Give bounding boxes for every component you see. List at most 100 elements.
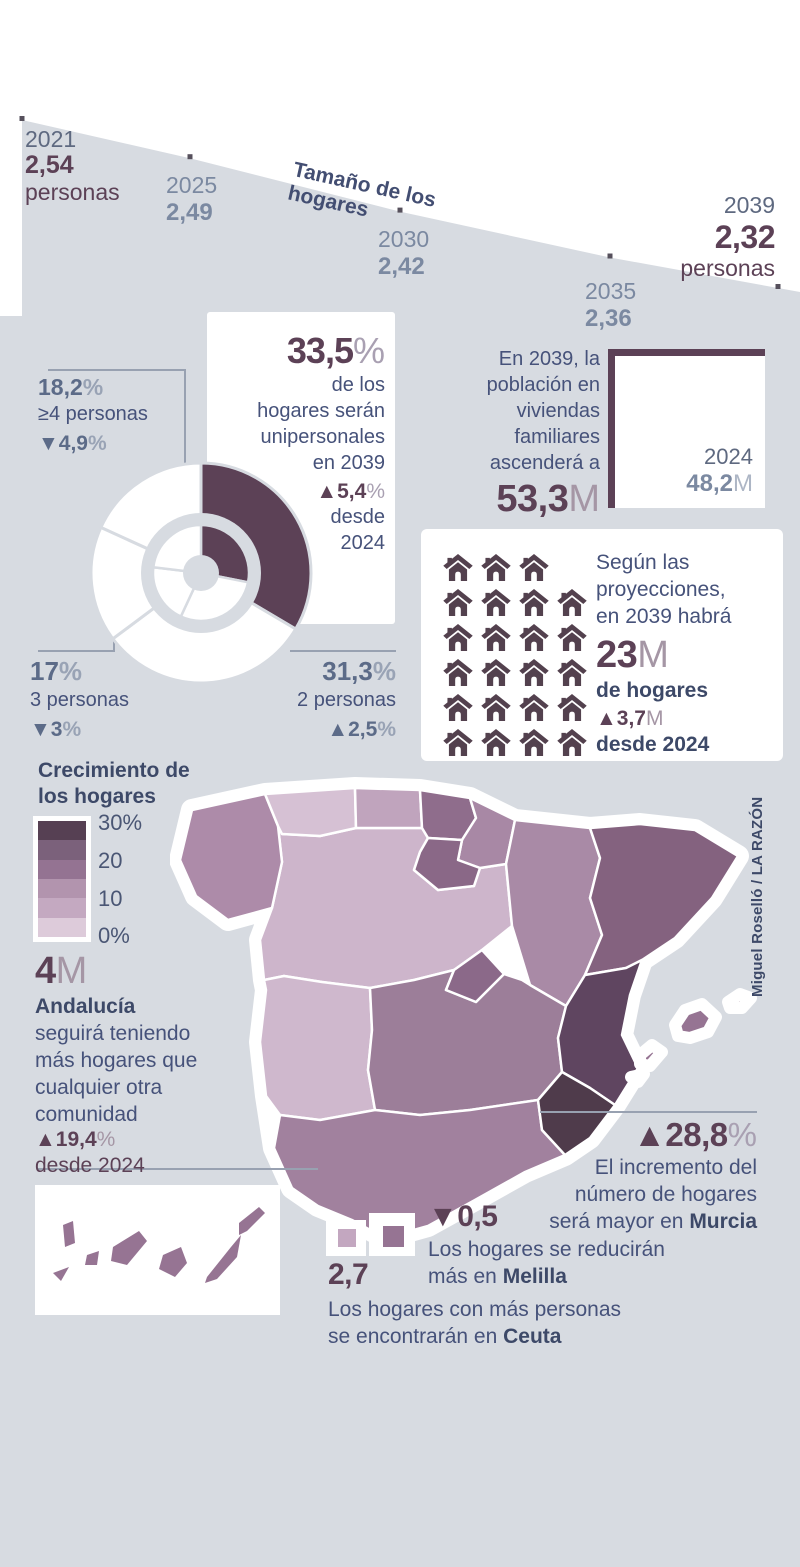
region-andalucia	[272, 1098, 567, 1240]
data-point-marker-2025	[187, 154, 193, 160]
connector-andalucia	[38, 1168, 318, 1170]
house-icon	[443, 694, 473, 721]
value-label: 2,54	[25, 151, 74, 179]
projection-value-row: 23M	[596, 634, 776, 677]
population-line: población en	[486, 374, 600, 396]
andalucia-delta-percent: %	[96, 1128, 116, 1151]
population-line: viviendas	[516, 400, 600, 422]
data-point-marker-2030	[397, 207, 403, 213]
murcia-delta: ▲28,8	[633, 1116, 728, 1153]
segment-delta-row: ▼3%	[30, 718, 129, 742]
house-icon	[519, 554, 549, 581]
house-icon	[443, 729, 473, 756]
house-icon	[481, 729, 511, 756]
delta-percent-sign: %	[366, 480, 385, 503]
map-title-line: los hogares	[38, 785, 156, 808]
segment-label-ge4: 18,2% ≥4 personas ▼4,9%	[38, 374, 148, 456]
segment-value: 31,3	[322, 656, 373, 686]
projection-value: 23	[596, 634, 638, 676]
headline-line: unipersonales	[260, 426, 385, 448]
segment-delta-row: ▼4,9%	[38, 432, 148, 456]
projection-delta-unit: M	[645, 707, 664, 730]
andalucia-line: comunidad	[35, 1103, 138, 1126]
segment-value-row: 31,3%	[246, 656, 396, 687]
andalucia-since: desde 2024	[35, 1154, 145, 1177]
headline-since-line: desde	[330, 506, 386, 528]
andalucia-unit: M	[55, 950, 88, 992]
projection-label: de hogares	[596, 679, 709, 702]
segment-value-row: 18,2%	[38, 374, 148, 401]
house-icon	[519, 694, 549, 721]
segment-name: ≥4 personas	[38, 403, 148, 425]
annotation-ceuta: 2,7 Los hogares con más personas se enco…	[328, 1258, 621, 1350]
segment-delta-percent: %	[62, 718, 82, 741]
canary-islands-map	[53, 1207, 265, 1283]
melilla-value: ▼0,5	[428, 1200, 498, 1233]
island-lanzarote	[239, 1207, 265, 1235]
year-label: 2021	[25, 126, 77, 152]
segment-label-2p: 31,3% 2 personas ▲2,5%	[246, 656, 396, 742]
connector-ge4-h	[48, 369, 186, 371]
box-unit: M	[733, 470, 753, 497]
island-fuerteventura	[205, 1235, 241, 1283]
population-value: 53,3	[496, 478, 569, 520]
population-text: En 2039, la población en viviendas famil…	[430, 346, 600, 521]
data-point-marker-2021	[19, 116, 25, 121]
legend-tick: 10	[98, 886, 123, 911]
map-legend	[33, 816, 91, 942]
annotation-melilla: ▼0,5 Los hogares se reducirán más en Mel…	[428, 1200, 665, 1290]
household-size-area-chart	[19, 116, 800, 316]
segment-percent-sign: %	[58, 656, 83, 686]
segment-delta: ▼4,9	[38, 432, 88, 455]
melilla-region-name: Melilla	[502, 1265, 567, 1288]
andalucia-line: seguirá teniendo	[35, 1022, 191, 1045]
segment-label-3p: 17% 3 personas ▼3%	[30, 656, 129, 742]
legend-band-4	[38, 898, 86, 918]
connector-murcia	[540, 1111, 757, 1113]
projection-unit: M	[637, 634, 669, 676]
headline-value-row: 33,5%	[213, 330, 385, 372]
population-2024-box: 2024 48,2M	[608, 349, 765, 508]
house-icon	[519, 624, 549, 651]
house-icon	[557, 729, 587, 756]
legend-color-scale	[38, 821, 86, 937]
house-icon	[481, 554, 511, 581]
projection-since: desde 2024	[596, 733, 710, 756]
melilla-square	[383, 1226, 404, 1247]
segment-delta: ▼3	[30, 718, 63, 741]
value-label: 2,36	[585, 305, 632, 332]
andalucia-line: cualquier otra	[35, 1076, 163, 1099]
island-menorca	[722, 988, 757, 1014]
ceuta-line-bold: se encontrarán en Ceuta	[328, 1323, 621, 1350]
projection-line: proyecciones,	[596, 578, 726, 601]
year-label: 2025	[166, 172, 218, 198]
legend-tick: 0%	[98, 923, 130, 948]
house-icon	[557, 589, 587, 616]
legend-band-1	[38, 840, 86, 860]
ceuta-line-pre: se encontrarán en	[328, 1325, 504, 1348]
spain-choropleth-map	[170, 777, 757, 1249]
house-icon	[481, 694, 511, 721]
region-cantabria	[353, 786, 424, 830]
segment-delta-row: ▲2,5%	[246, 718, 396, 742]
house-icon	[557, 624, 587, 651]
ceuta-marker-box	[326, 1220, 366, 1256]
headline-delta-row: ▲5,4%	[213, 480, 385, 504]
population-line: ascenderá a	[489, 452, 600, 474]
andalucia-delta-row: ▲19,4%	[35, 1128, 215, 1152]
data-point-marker-2039	[775, 284, 781, 289]
year-label: 2039	[723, 192, 775, 218]
map-legend-labels: 30% 20 10 0%	[98, 810, 142, 949]
house-icon	[481, 624, 511, 651]
headline-percent-sign: %	[352, 330, 385, 371]
connector-3p-h	[38, 650, 115, 652]
segment-name: 3 personas	[30, 689, 129, 711]
map-title: Crecimiento de los hogares	[38, 758, 190, 810]
island-mallorca	[669, 998, 722, 1044]
ceuta-region-name: Ceuta	[503, 1325, 562, 1348]
segment-value: 17	[30, 656, 59, 686]
murcia-delta-row: ▲28,8%	[457, 1116, 757, 1154]
andalucia-value: 4	[35, 950, 56, 992]
segment-name: 2 personas	[297, 689, 396, 711]
